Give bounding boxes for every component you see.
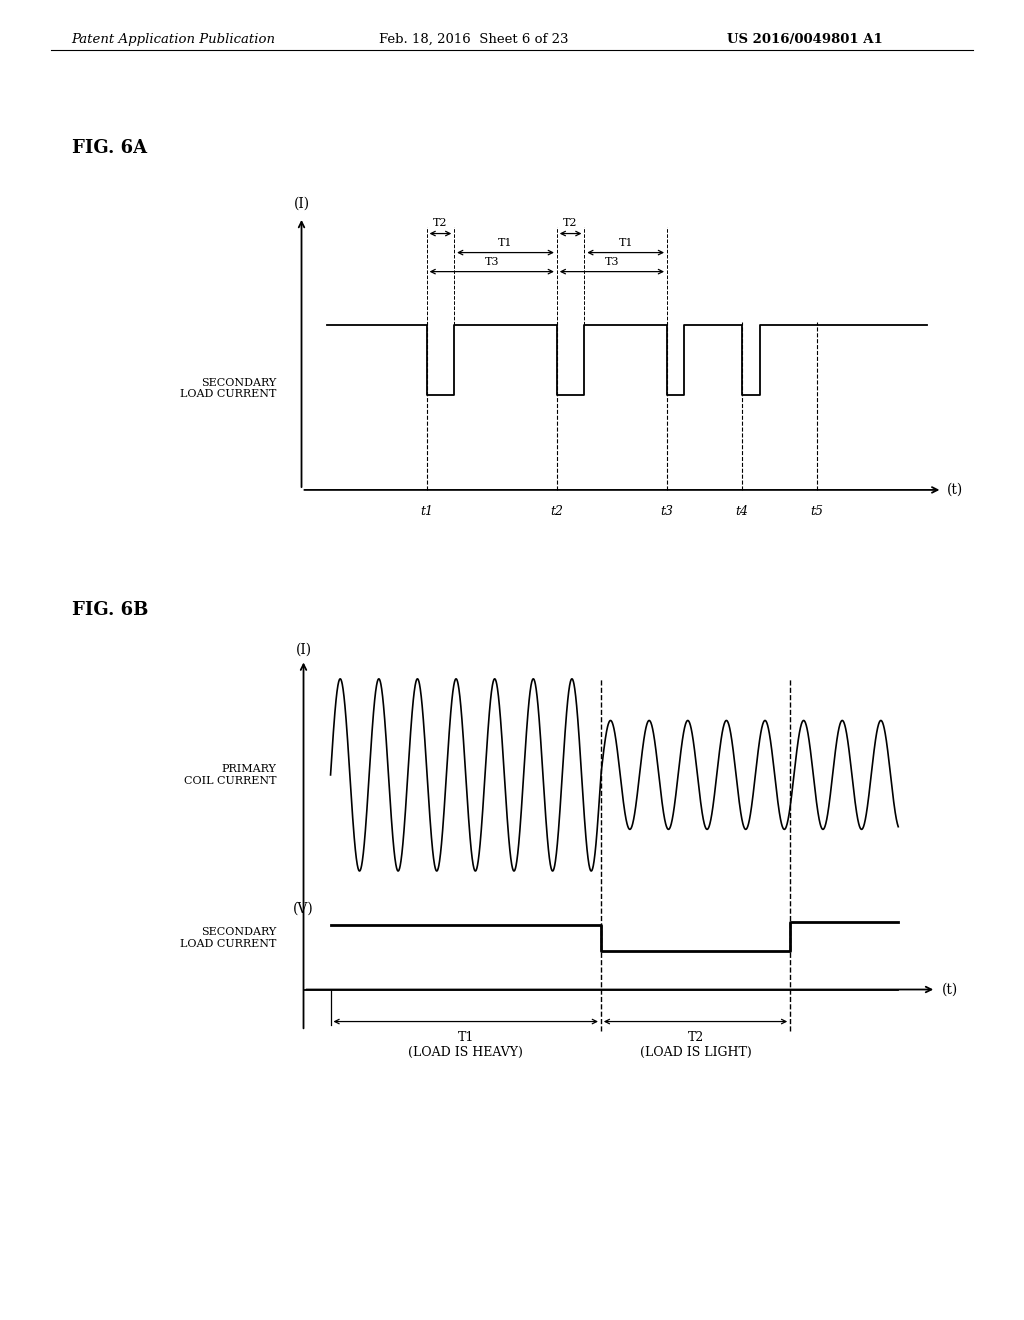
Text: FIG. 6A: FIG. 6A (72, 139, 146, 157)
Text: Feb. 18, 2016  Sheet 6 of 23: Feb. 18, 2016 Sheet 6 of 23 (379, 33, 568, 46)
Text: T1
(LOAD IS HEAVY): T1 (LOAD IS HEAVY) (409, 1031, 523, 1059)
Text: t1: t1 (420, 506, 433, 519)
Text: t3: t3 (660, 506, 674, 519)
Text: T2
(LOAD IS LIGHT): T2 (LOAD IS LIGHT) (640, 1031, 752, 1059)
Text: T3: T3 (604, 256, 620, 267)
Text: T2: T2 (433, 219, 447, 228)
Text: PRIMARY
COIL CURRENT: PRIMARY COIL CURRENT (184, 764, 276, 785)
Text: T1: T1 (618, 238, 633, 248)
Text: SECONDARY
LOAD CURRENT: SECONDARY LOAD CURRENT (180, 928, 276, 949)
Text: T2: T2 (563, 219, 578, 228)
Text: (t): (t) (947, 483, 964, 496)
Text: (t): (t) (941, 982, 957, 997)
Text: SECONDARY
LOAD CURRENT: SECONDARY LOAD CURRENT (180, 378, 276, 399)
Text: t2: t2 (550, 506, 563, 519)
Text: (I): (I) (294, 197, 309, 211)
Text: (I): (I) (296, 643, 311, 656)
Text: Patent Application Publication: Patent Application Publication (72, 33, 275, 46)
Text: T1: T1 (499, 238, 513, 248)
Text: t5: t5 (811, 506, 823, 519)
Text: FIG. 6B: FIG. 6B (72, 601, 148, 619)
Text: T3: T3 (484, 256, 499, 267)
Text: US 2016/0049801 A1: US 2016/0049801 A1 (727, 33, 883, 46)
Text: (V): (V) (293, 902, 314, 916)
Text: t4: t4 (735, 506, 749, 519)
